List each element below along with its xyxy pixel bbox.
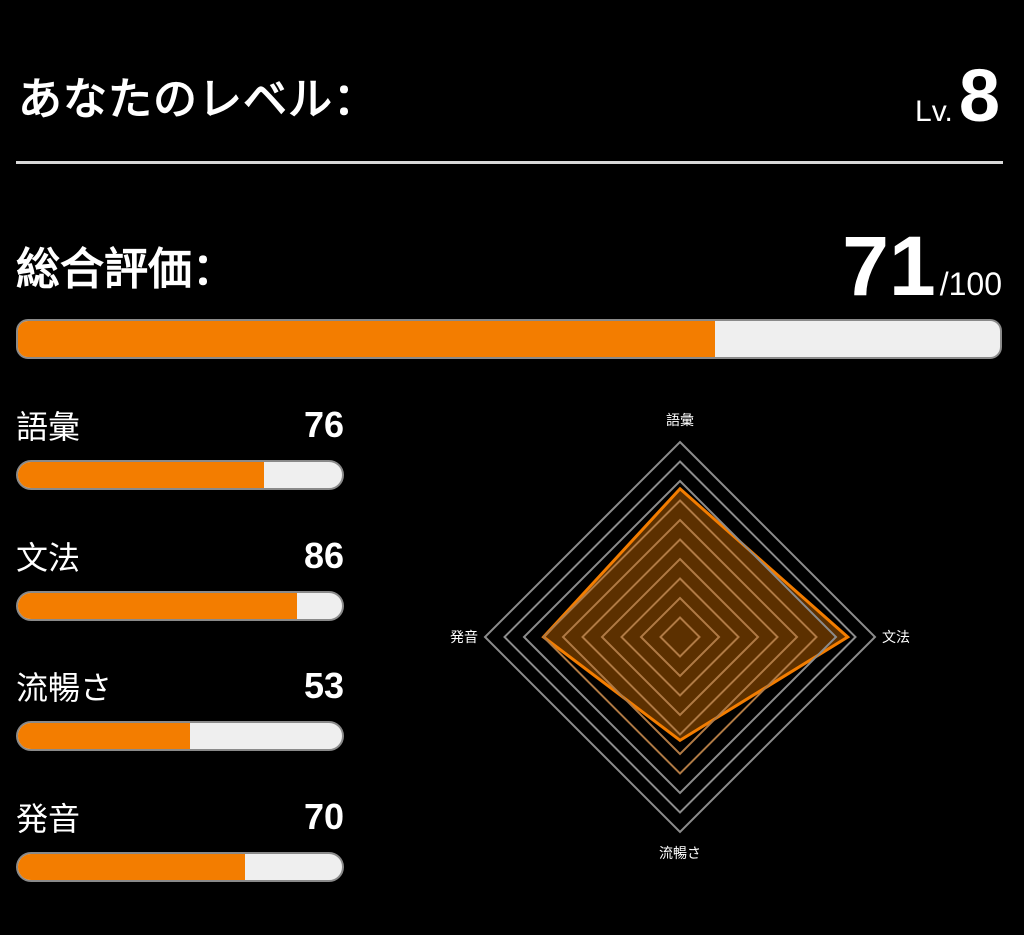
radar-axis-label-pronunciation: 発音 bbox=[450, 629, 478, 646]
skill-score: 76 bbox=[303, 404, 344, 445]
skill-progress-bar bbox=[16, 591, 344, 621]
skill-score: 86 bbox=[303, 535, 344, 576]
radar-grid-ring bbox=[542, 499, 818, 775]
radar-grid-ring bbox=[600, 557, 760, 717]
skill-progress-fill bbox=[18, 462, 265, 488]
skill-name: 発音 bbox=[16, 800, 81, 838]
overall-progress-fill bbox=[18, 321, 716, 357]
overall-row: 総合評価： 71 /100 bbox=[16, 215, 1002, 315]
overall-score-max: /100 bbox=[939, 266, 1002, 302]
overall-label: 総合評価： bbox=[16, 244, 236, 295]
level-label: あなたのレベル： bbox=[18, 74, 378, 125]
skill-score: 53 bbox=[303, 665, 344, 706]
skill-item-grammar: 文法 86 bbox=[16, 531, 344, 631]
skill-item-vocabulary: 語彙 76 bbox=[16, 400, 344, 500]
skill-progress-bar bbox=[16, 460, 344, 490]
radar-chart: 語彙 文法 流暢さ 発音 bbox=[450, 413, 910, 862]
radar-grid-ring bbox=[522, 479, 838, 795]
radar-grid bbox=[483, 440, 877, 834]
radar-axis-label-vocabulary: 語彙 bbox=[666, 413, 694, 429]
radar-grid-ring bbox=[620, 577, 740, 697]
radar-grid-ring bbox=[503, 460, 857, 814]
divider bbox=[16, 161, 1003, 164]
skill-progress-fill bbox=[18, 723, 190, 749]
level-prefix: Lv. bbox=[915, 94, 953, 128]
skill-name: 流暢さ bbox=[16, 669, 113, 707]
skill-progress-fill bbox=[18, 854, 245, 880]
skill-name: 文法 bbox=[16, 539, 81, 577]
skill-progress-bar bbox=[16, 721, 344, 751]
overall-progress-bar bbox=[16, 319, 1002, 359]
radar-axis-label-fluency: 流暢さ bbox=[659, 845, 701, 862]
level-display: Lv. 8 bbox=[915, 53, 1000, 138]
radar-grid-ring bbox=[561, 518, 799, 756]
radar-grid-ring bbox=[483, 440, 877, 834]
skill-name: 語彙 bbox=[16, 408, 81, 446]
radar-axis-label-grammar: 文法 bbox=[882, 630, 910, 646]
skill-progress-bar bbox=[16, 852, 344, 882]
radar-grid-ring bbox=[659, 616, 701, 658]
skill-progress-fill bbox=[18, 593, 297, 619]
skill-item-fluency: 流暢さ 53 bbox=[16, 661, 344, 761]
skill-item-pronunciation: 発音 70 bbox=[16, 792, 344, 892]
skill-score: 70 bbox=[303, 796, 344, 837]
overall-score: 71 /100 bbox=[842, 218, 1002, 315]
overall-score-value: 71 bbox=[842, 219, 936, 313]
radar-grid-ring bbox=[639, 596, 721, 678]
radar-grid-ring bbox=[581, 538, 779, 736]
level-number: 8 bbox=[958, 53, 1000, 137]
level-row: あなたのレベル： Lv. 8 bbox=[18, 50, 1000, 140]
